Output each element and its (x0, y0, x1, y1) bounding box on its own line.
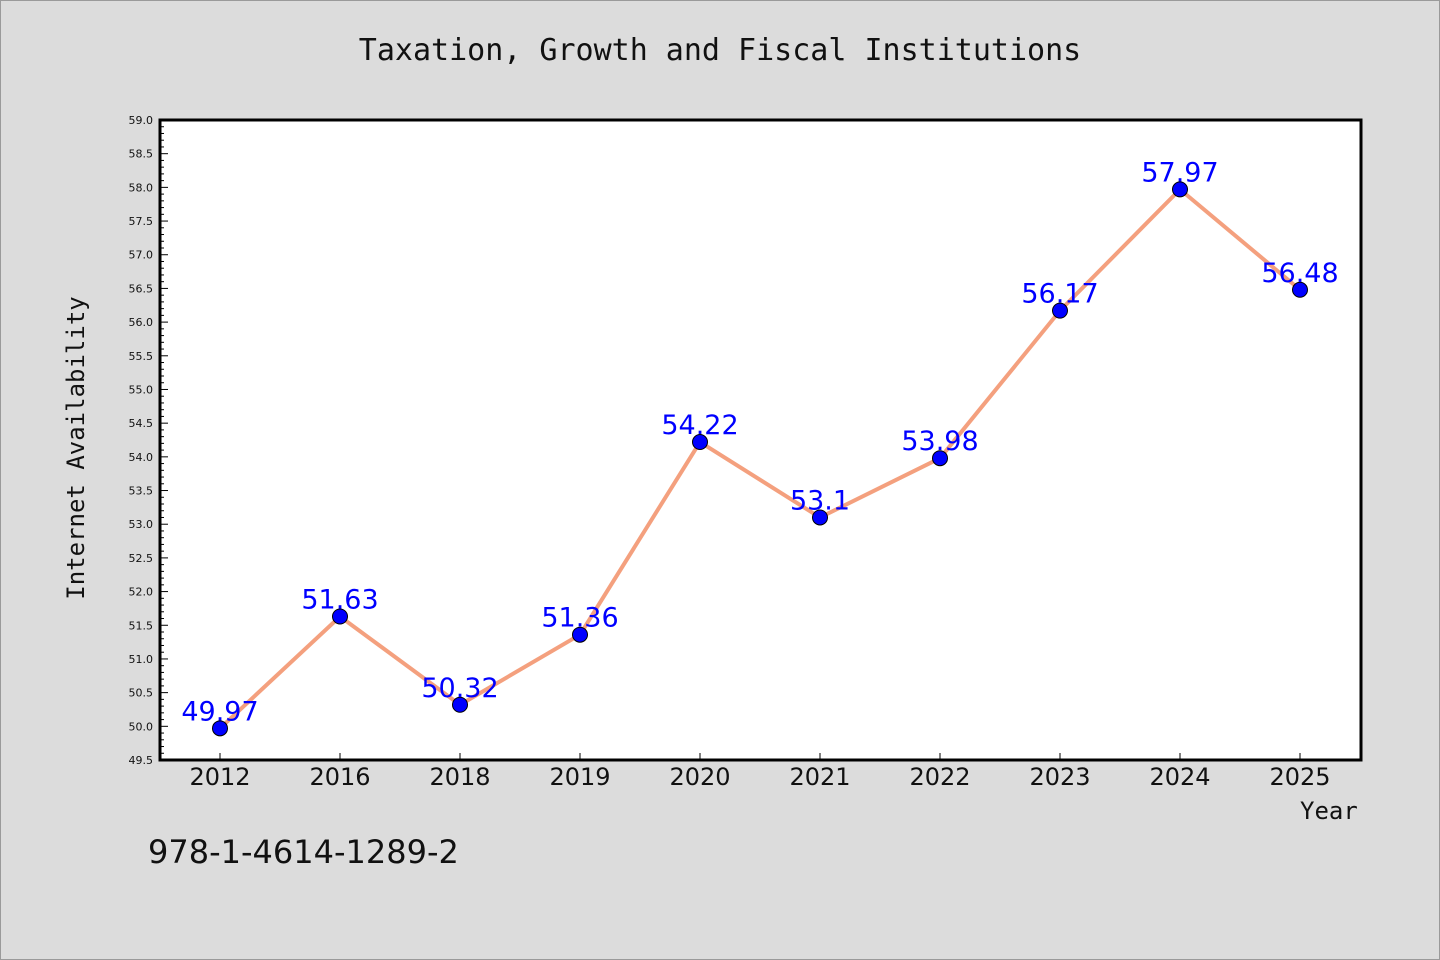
data-label: 53.98 (901, 426, 978, 457)
data-point (1292, 281, 1308, 298)
data-label: 53.1 (790, 485, 850, 516)
data-point (692, 434, 708, 451)
data-point (572, 626, 588, 643)
data-point (1052, 302, 1068, 319)
x-tick-label: 2023 (1029, 763, 1090, 791)
y-tick-label: 50.5 (129, 687, 154, 700)
y-tick-label: 58.5 (129, 148, 154, 161)
data-point (332, 608, 348, 625)
data-point (932, 450, 948, 467)
y-tick-label: 59.0 (129, 114, 154, 127)
y-tick-label: 53.0 (129, 518, 154, 531)
x-tick-label: 2016 (309, 763, 370, 791)
data-point (812, 509, 828, 526)
y-tick-label: 52.0 (129, 586, 154, 599)
isbn-text: 978-1-4614-1289-2 (148, 833, 459, 871)
y-tick-label: 51.5 (129, 619, 154, 632)
data-point (452, 696, 468, 713)
y-tick-label: 54.5 (129, 417, 154, 430)
data-label: 56.48 (1261, 258, 1338, 289)
series-line (218, 187, 1302, 730)
x-tick-label: 2024 (1149, 763, 1210, 791)
y-tick-label: 57.5 (129, 215, 154, 228)
x-tick-label: 2020 (669, 763, 730, 791)
y-tick-label: 51.0 (129, 653, 154, 666)
y-tick-label: 54.0 (129, 451, 154, 464)
x-tick-label: 2018 (429, 763, 490, 791)
data-point (212, 720, 228, 737)
x-tick-label: 2019 (549, 763, 610, 791)
y-tick-label: 58.0 (129, 181, 154, 194)
data-label: 49.97 (181, 696, 258, 727)
y-tick-label: 52.5 (129, 552, 154, 565)
x-tick-label: 2021 (789, 763, 850, 791)
plot-area (160, 120, 1361, 760)
data-label: 51.63 (301, 585, 378, 616)
chart-title: Taxation, Growth and Fiscal Institutions (358, 33, 1082, 68)
x-axis-label: Year (1300, 797, 1358, 825)
data-label: 57.97 (1141, 157, 1218, 188)
data-label: 56.17 (1021, 279, 1098, 310)
plot-border (158, 118, 1363, 762)
y-tick-label: 57.0 (129, 249, 154, 262)
y-tick-label: 55.0 (129, 383, 154, 396)
y-tick-label: 49.5 (129, 754, 154, 767)
y-tick-label: 53.5 (129, 485, 154, 498)
x-tick-label: 2012 (189, 763, 250, 791)
y-tick-label: 55.5 (129, 350, 154, 363)
y-tick-label: 50.0 (129, 720, 154, 733)
data-label: 54.22 (661, 410, 738, 441)
data-label: 51.36 (541, 603, 618, 634)
x-tick-label: 2022 (909, 763, 970, 791)
y-tick-label: 56.5 (129, 282, 154, 295)
data-label: 50.32 (421, 673, 498, 704)
data-point (1172, 181, 1188, 198)
x-tick-label: 2025 (1269, 763, 1330, 791)
y-tick-label: 56.0 (129, 316, 154, 329)
